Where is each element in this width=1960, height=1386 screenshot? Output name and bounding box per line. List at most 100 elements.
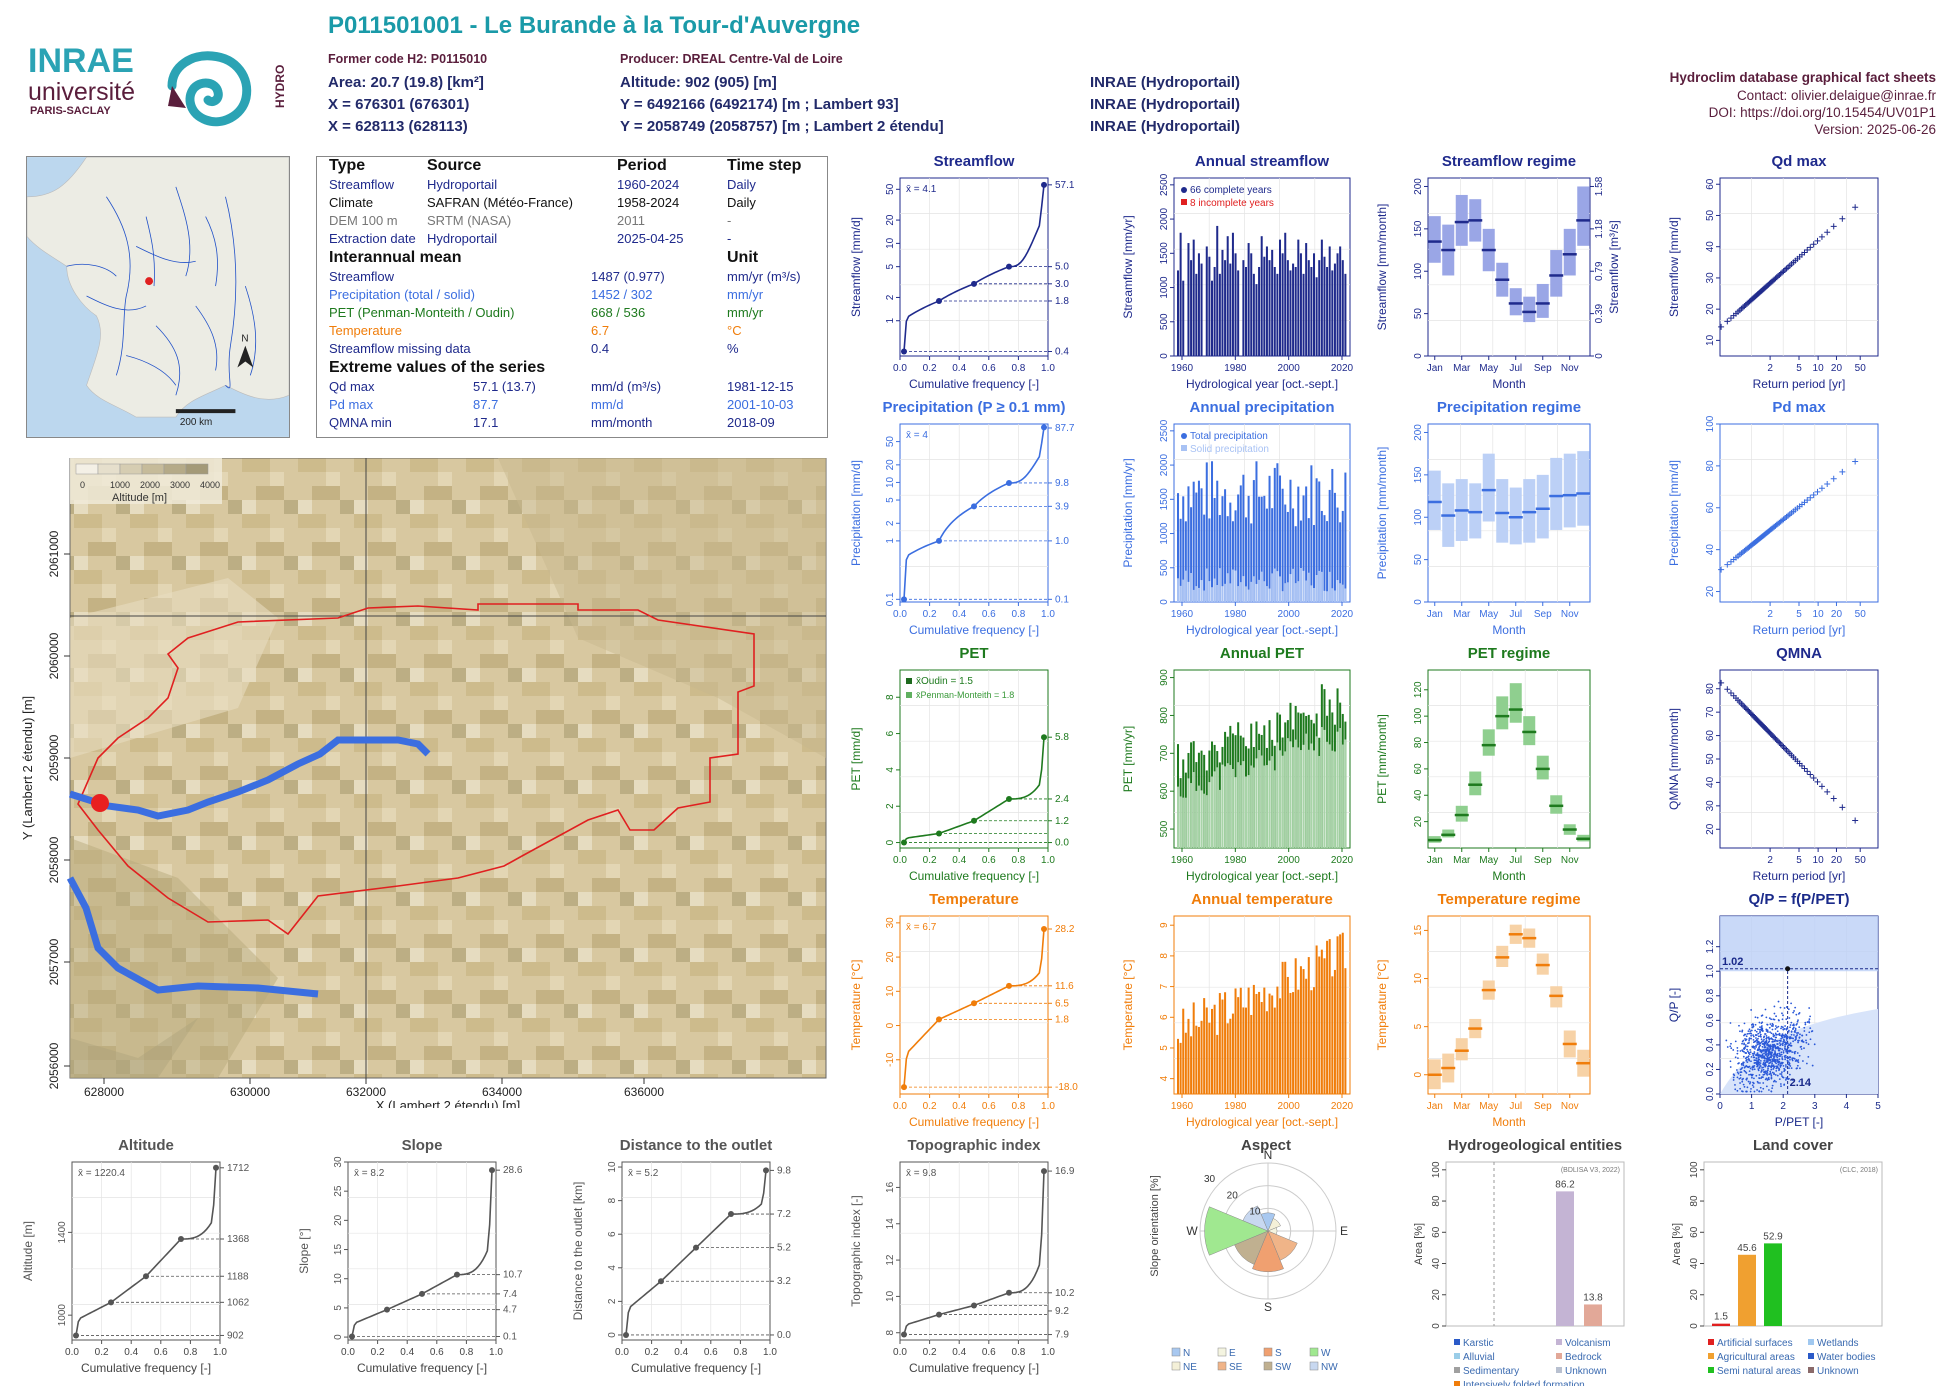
bar	[1344, 273, 1347, 356]
x-tick: 20	[1831, 609, 1843, 620]
legend-entry: Agricultural areas	[1717, 1352, 1795, 1363]
bar	[1302, 969, 1305, 1094]
data-point	[1752, 1086, 1755, 1088]
svg-text:200 km: 200 km	[180, 417, 213, 428]
bar	[1712, 1323, 1730, 1326]
data-point	[1763, 1042, 1765, 1045]
bar	[1284, 504, 1287, 602]
y-tick: 1.0	[1705, 964, 1716, 978]
bar	[1237, 586, 1240, 602]
legend-swatch	[163, 463, 187, 475]
box	[1523, 479, 1536, 543]
bar	[1195, 1025, 1198, 1094]
y-axis-label: Slope orientation [%]	[1149, 1175, 1161, 1277]
y-tick: 600	[1159, 782, 1170, 799]
x-tick: 1.0	[1041, 363, 1055, 374]
chart-title: Aspect	[1241, 1137, 1291, 1154]
data-point	[1793, 1029, 1796, 1032]
data-point	[1770, 1055, 1772, 1058]
data-point	[1761, 1043, 1764, 1045]
bar	[1221, 586, 1224, 602]
mean-label: x̄ = 4	[906, 430, 928, 441]
data-point	[1736, 1050, 1739, 1052]
legend-entry: Bedrock	[1565, 1352, 1603, 1363]
box	[1577, 186, 1590, 246]
y-tick: 4	[1159, 1075, 1170, 1081]
right-tick: 10.2	[1055, 1288, 1075, 1299]
y-tick: 6	[1159, 1014, 1170, 1020]
table-row-cell: 1958-2024	[617, 195, 680, 210]
x-tick: 1960	[1171, 855, 1194, 866]
x-tick: 0.6	[982, 609, 996, 620]
x-tick: 0.6	[704, 1347, 718, 1358]
data-point	[1766, 1079, 1769, 1081]
bar	[1260, 496, 1263, 602]
data-point	[1802, 1060, 1804, 1062]
y-tick: 0	[333, 1334, 344, 1340]
data-point	[1774, 1044, 1777, 1047]
data-point	[1753, 1059, 1756, 1062]
bar	[1764, 1243, 1782, 1326]
data-point	[1734, 1056, 1737, 1059]
data-point	[1762, 1040, 1765, 1042]
data-point	[1777, 1067, 1780, 1069]
y-tick: 2057000	[47, 938, 61, 985]
scale-bar: 200 km	[175, 409, 236, 428]
data-point	[1767, 1076, 1770, 1079]
data-point	[1756, 1052, 1759, 1054]
y-axis-label: Area [%]	[1413, 1223, 1425, 1265]
y-tick: 40	[1431, 1258, 1442, 1270]
data-point	[1818, 233, 1825, 240]
y-tick: 0	[885, 1022, 896, 1028]
extreme-unit: mm/d (m³/s)	[591, 379, 662, 394]
data-point	[1775, 1058, 1777, 1061]
bar	[1265, 508, 1268, 602]
bar	[1239, 987, 1242, 1094]
y-tick: 200	[1413, 424, 1424, 441]
data-point	[1810, 241, 1817, 248]
data-point	[1737, 1072, 1740, 1075]
quantile-point	[1006, 263, 1012, 270]
legend-entry: x̄Penman-Monteith = 1.8	[916, 690, 1014, 700]
data-point	[1778, 1078, 1781, 1081]
data-point	[1749, 1051, 1752, 1054]
data-point	[1801, 765, 1808, 772]
bar	[1294, 267, 1297, 356]
bar	[1245, 267, 1248, 356]
data-point	[1852, 817, 1859, 824]
bar	[1265, 246, 1268, 356]
data-point	[1741, 1080, 1744, 1083]
box	[1428, 216, 1441, 263]
data-point	[1809, 1038, 1812, 1041]
data-point	[1736, 1089, 1739, 1092]
quantile-point	[971, 817, 977, 824]
data-point	[1790, 1037, 1793, 1040]
bar	[1252, 984, 1255, 1094]
x-tick: 0.0	[615, 1347, 629, 1358]
quantile-point	[1041, 181, 1047, 188]
x-tick: 2000	[1278, 609, 1301, 620]
data-point	[1792, 1011, 1795, 1014]
water-limit-area	[1720, 1009, 1878, 1094]
data-point	[1795, 1035, 1798, 1037]
y-tick: 14	[885, 1218, 896, 1230]
data-point	[1768, 1048, 1771, 1051]
hydro-spiral-icon	[167, 51, 252, 127]
data-point	[1762, 1048, 1765, 1051]
data-point	[1774, 1036, 1777, 1039]
extreme-value: 87.7	[473, 397, 499, 412]
x-tick: Nov	[1561, 609, 1579, 620]
legend-entry: Artificial surfaces	[1717, 1338, 1793, 1349]
data-point	[1741, 1040, 1744, 1043]
data-point	[1767, 1031, 1769, 1033]
data-point	[1780, 1027, 1782, 1030]
bar	[1299, 966, 1302, 1094]
energy-limit-area	[1720, 916, 1878, 972]
y-tick: 40	[1705, 241, 1716, 253]
quantile-point	[693, 1244, 699, 1251]
y-tick: 1500	[1159, 488, 1170, 511]
bar	[1313, 750, 1316, 848]
altitude-legend: 0 1000 2000 3000 4000 Altitude [m]	[70, 458, 222, 504]
data-point	[1787, 1008, 1790, 1011]
